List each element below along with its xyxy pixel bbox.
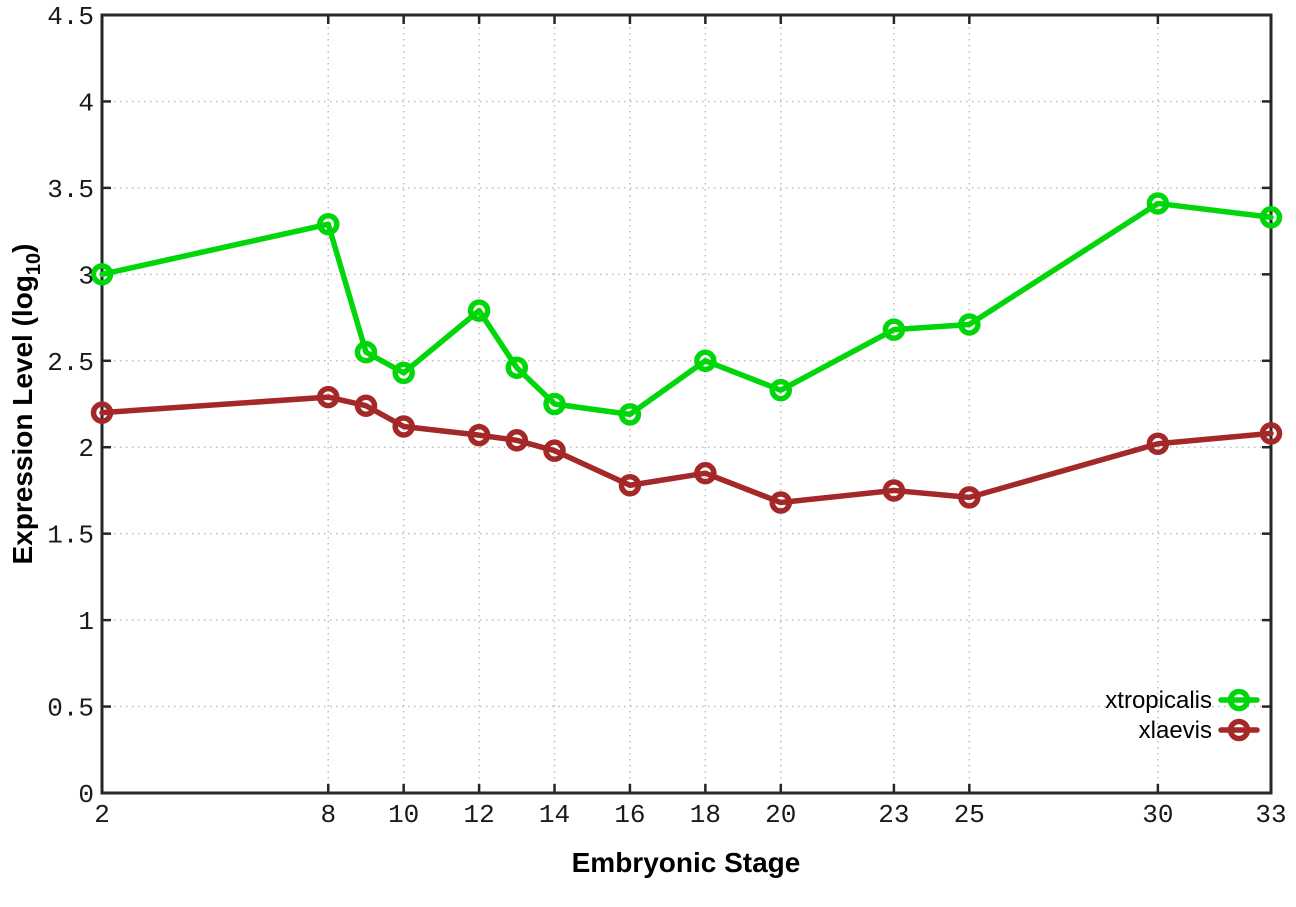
point-xtropicalis-stage-18 (694, 349, 717, 373)
point-xtropicalis-stage-2 (90, 263, 114, 286)
point-xtropicalis-stage-25 (958, 313, 981, 336)
y-tick-label: 2 (78, 434, 94, 464)
point-xlaevis-stage-8 (317, 385, 340, 409)
x-axis-label: Embryonic Stage (572, 847, 801, 878)
y-tick-label: 4.5 (47, 2, 94, 32)
point-xtropicalis-stage-10 (392, 361, 415, 385)
point-xtropicalis-stage-14 (543, 392, 566, 416)
x-tick-label: 25 (954, 800, 985, 830)
point-xtropicalis-stage-9 (354, 340, 378, 364)
series-xtropicalis-line (99, 200, 1274, 418)
legend: xtropicalis xlaevis (1105, 687, 1260, 744)
x-tick-label: 2 (94, 800, 110, 830)
legend-marker-xtropicalis (1227, 688, 1251, 712)
y-tick-label: 3 (78, 261, 94, 291)
gridlines (102, 15, 1271, 793)
point-xlaevis-stage-20 (769, 491, 793, 514)
y-axis-label-main: Expression Level (log (7, 275, 38, 564)
x-tick-label: 33 (1255, 800, 1286, 830)
y-axis-label-subscript: 10 (23, 253, 45, 275)
x-tick-label: 8 (320, 800, 336, 830)
data-series (90, 192, 1283, 514)
point-xtropicalis-stage-30 (1146, 192, 1170, 215)
x-tick-label: 16 (614, 800, 645, 830)
y-tick-label: 1.5 (47, 521, 94, 551)
point-xtropicalis-stage-16 (618, 403, 642, 426)
plot-border (100, 13, 1273, 795)
x-tick-label: 23 (878, 800, 909, 830)
point-xlaevis-stage-30 (1146, 432, 1170, 456)
point-xlaevis-stage-9 (354, 394, 378, 417)
axis-ticks (100, 13, 1273, 795)
point-xlaevis-stage-10 (392, 415, 415, 438)
point-xtropicalis-stage-8 (317, 212, 340, 236)
point-xlaevis-stage-12 (467, 423, 491, 447)
series-xlaevis-line (99, 394, 1274, 506)
x-tick-label: 18 (690, 800, 721, 830)
x-tick-label: 14 (539, 800, 570, 830)
y-axis-label: Expression Level (log10) (7, 244, 45, 565)
point-xlaevis-stage-18 (694, 461, 717, 485)
y-tick-label: 1 (78, 607, 94, 637)
y-tick-label: 4 (78, 88, 94, 118)
point-xtropicalis-stage-20 (769, 378, 793, 402)
point-xlaevis-stage-13 (505, 429, 529, 452)
y-tick-label: 0.5 (47, 694, 94, 724)
point-xtropicalis-stage-33 (1259, 206, 1283, 229)
point-xlaevis-stage-16 (618, 474, 642, 497)
y-axis-label-end: ) (7, 244, 38, 253)
point-xlaevis-stage-2 (90, 401, 114, 424)
tick-labels: 0 0.5 1 1.5 2 2.5 3 3.5 4 4.5 2 8 10 12 14 16 18 20 23 25 30… (47, 2, 1286, 830)
point-xlaevis-stage-33 (1259, 422, 1283, 445)
legend-marker-xlaevis (1227, 718, 1251, 742)
x-tick-label: 20 (765, 800, 796, 830)
point-xlaevis-stage-25 (958, 486, 981, 509)
point-xtropicalis-stage-23 (882, 318, 906, 341)
y-tick-label: 2.5 (47, 348, 94, 378)
point-xtropicalis-stage-13 (505, 356, 529, 379)
y-tick-label: 0 (78, 780, 94, 810)
x-tick-label: 12 (463, 800, 494, 830)
legend-entry-xtropicalis: xtropicalis (1105, 687, 1260, 714)
legend-label-xlaevis: xlaevis (1139, 717, 1212, 744)
legend-label-xtropicalis: xtropicalis (1105, 687, 1212, 714)
point-xlaevis-stage-14 (543, 439, 566, 462)
x-tick-label: 10 (388, 800, 419, 830)
x-tick-label: 30 (1142, 800, 1173, 830)
legend-entry-xlaevis: xlaevis (1139, 717, 1260, 744)
point-xtropicalis-stage-12 (467, 299, 491, 322)
point-xlaevis-stage-23 (882, 479, 906, 502)
y-tick-label: 3.5 (47, 175, 94, 205)
